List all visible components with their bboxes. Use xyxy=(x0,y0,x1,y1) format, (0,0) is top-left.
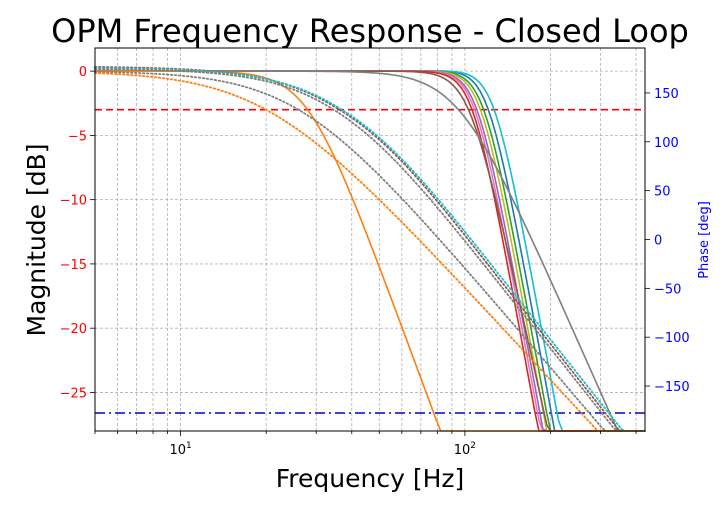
y2-tick-label: 50 xyxy=(654,185,671,200)
y2-tick-label: 100 xyxy=(654,136,679,151)
series-line xyxy=(95,70,645,432)
series-line xyxy=(95,70,645,432)
y-tick-label: −15 xyxy=(60,258,87,273)
y2-axis-label: Phase [deg] xyxy=(697,201,712,279)
y-tick-label: −25 xyxy=(60,386,87,401)
y-axis-ticks: 0 −5 −10 −15 −20 −25 xyxy=(60,65,95,401)
series-line xyxy=(94,66,646,432)
y2-tick-label: −50 xyxy=(654,282,681,297)
x-tick-label: 102 xyxy=(454,441,476,458)
y-tick-label: −10 xyxy=(60,194,87,209)
y-tick-label: −5 xyxy=(68,129,87,144)
x-axis-ticks: 101 102 xyxy=(94,431,637,458)
y-tick-label: −20 xyxy=(60,322,87,337)
series-line xyxy=(95,70,645,432)
grid xyxy=(94,48,645,431)
y-tick-label: 0 xyxy=(79,65,87,80)
series-line xyxy=(95,70,645,432)
y2-tick-label: 150 xyxy=(654,87,679,102)
chart-title: OPM Frequency Response - Closed Loop xyxy=(51,12,689,50)
reference-lines xyxy=(95,108,645,414)
y-axis-label: Magnitude [dB] xyxy=(22,144,51,337)
series-line xyxy=(95,70,645,432)
x-axis-label: Frequency [Hz] xyxy=(276,464,465,493)
series-line xyxy=(95,70,645,432)
y2-tick-label: −100 xyxy=(654,331,690,346)
series-line xyxy=(94,72,646,432)
series-line xyxy=(95,70,645,432)
series-line xyxy=(95,70,645,432)
x-tick-label: 101 xyxy=(169,441,191,458)
y2-tick-label: 0 xyxy=(654,234,662,249)
series-line xyxy=(94,71,646,432)
series-line xyxy=(94,68,646,432)
plot-frame xyxy=(94,47,646,432)
series-line xyxy=(95,70,645,432)
series-lines xyxy=(94,66,646,432)
y2-axis-ticks: 150 100 50 0 −50 −100 −150 xyxy=(645,87,690,395)
series-line xyxy=(95,70,645,432)
y2-tick-label: −150 xyxy=(654,380,690,395)
series-line xyxy=(94,67,646,432)
